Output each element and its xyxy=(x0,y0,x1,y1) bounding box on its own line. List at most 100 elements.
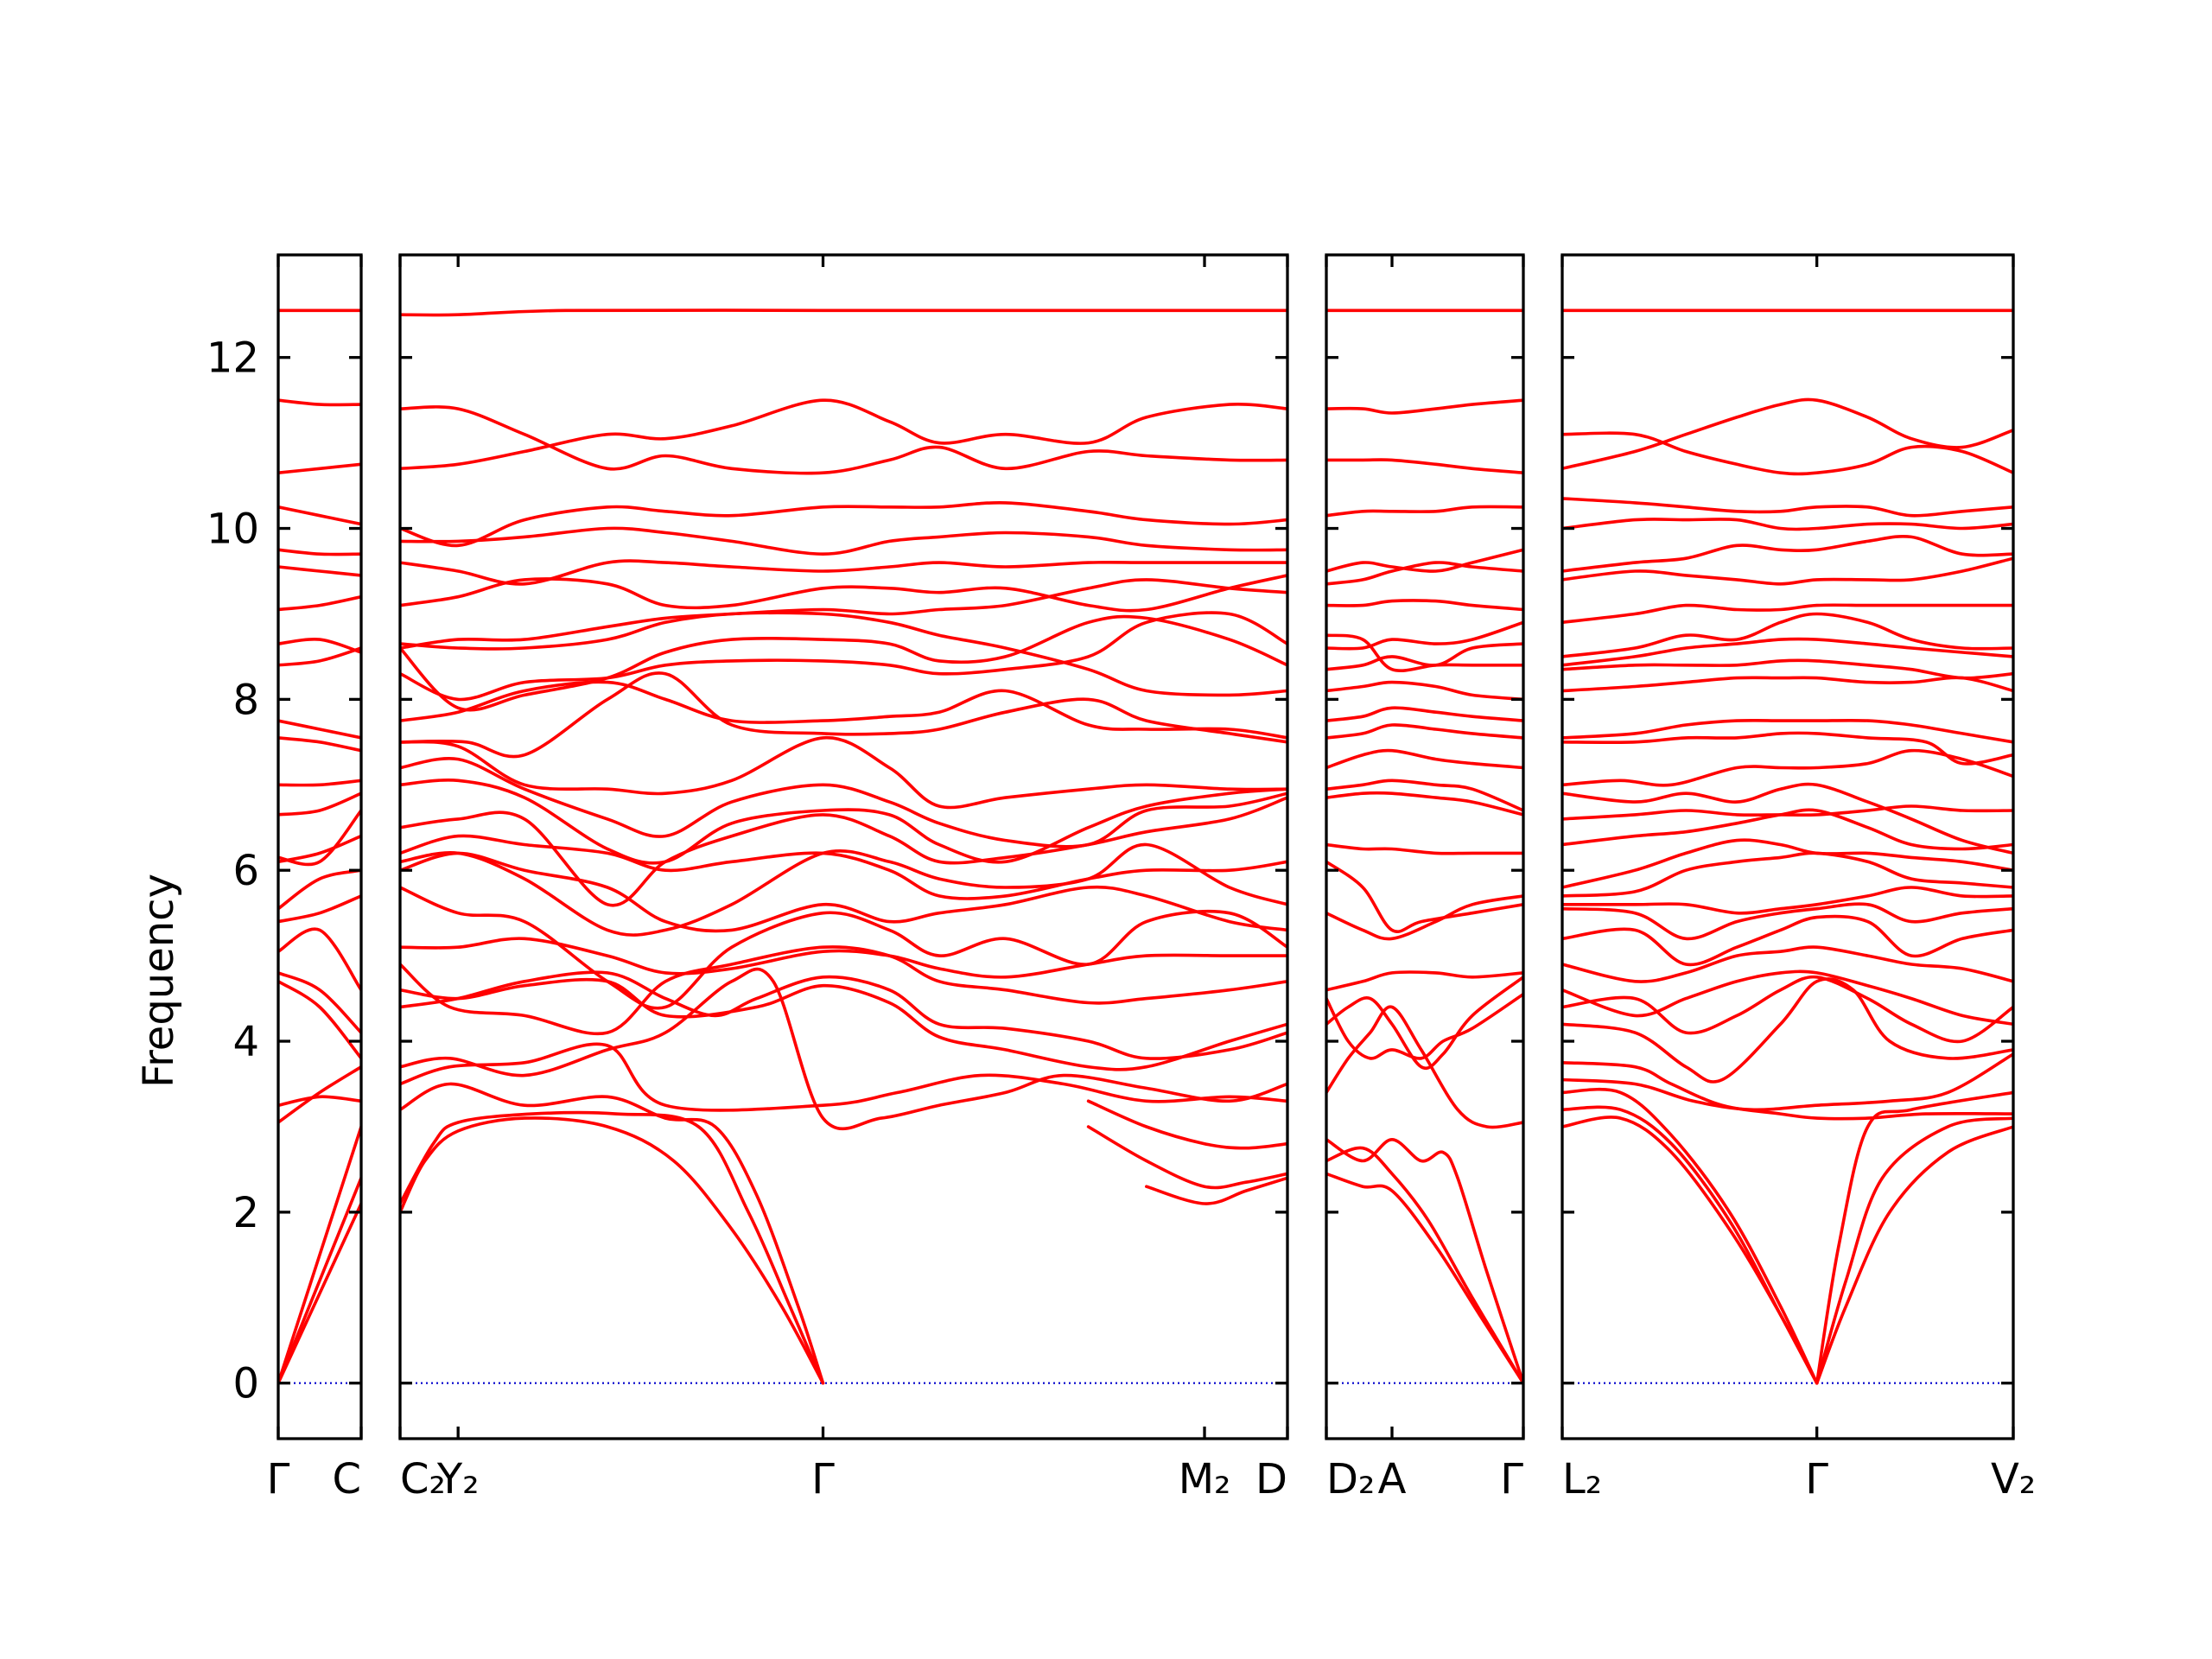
phonon-band-3 xyxy=(278,1125,361,1385)
phonon-band-27 xyxy=(400,501,1287,548)
phonon-band-21 xyxy=(1562,748,2013,787)
phonon-band-13 xyxy=(1326,748,1523,770)
phonon-band-28 xyxy=(400,398,1287,471)
x-tick-label: Γ xyxy=(267,1455,290,1503)
phonon-band-19 xyxy=(1562,804,2013,821)
axes-frame xyxy=(276,253,363,1440)
phonon-band-8 xyxy=(278,927,361,992)
phonon-band-22 xyxy=(1326,548,1523,573)
phonon-band-21 xyxy=(1326,561,1523,586)
phonon-band-19 xyxy=(1326,633,1523,672)
phonon-band-23 xyxy=(1562,718,2013,744)
phonon-band-5 xyxy=(1326,976,1523,1071)
phonon-band-11 xyxy=(278,834,361,864)
phonon-band-23 xyxy=(400,578,1287,650)
x-tick-label: Γ xyxy=(1805,1455,1828,1503)
phonon-band-9 xyxy=(1326,860,1523,933)
phonon-band-30 xyxy=(1562,535,2013,573)
axes-frame xyxy=(1325,253,1525,1440)
phonon-band-18 xyxy=(1326,620,1523,651)
phonon-band-4 xyxy=(278,1065,361,1124)
phonon-band-25 xyxy=(1562,658,2013,680)
phonon-band-22 xyxy=(278,505,361,526)
band-group xyxy=(278,308,361,1385)
phonon-band-10 xyxy=(1562,975,2013,1044)
phonon-band-8 xyxy=(1562,1061,2013,1121)
x-tick-label: D xyxy=(1255,1455,1287,1503)
phonon-band-16 xyxy=(1326,680,1523,702)
phonon-band-32 xyxy=(1086,1125,1287,1190)
axes-frame xyxy=(1560,253,2015,1440)
y-tick-label: 6 xyxy=(232,847,259,895)
phonon-band-5 xyxy=(1815,1116,2013,1385)
x-tick-label: D₂ xyxy=(1326,1455,1375,1503)
phonon-band-12 xyxy=(1326,779,1523,812)
phonon-band-29 xyxy=(400,405,1287,475)
y-tick-label: 12 xyxy=(207,334,259,383)
x-tick-label: A xyxy=(1378,1455,1407,1503)
phonon-band-24 xyxy=(1326,458,1523,474)
phonon-band-17 xyxy=(1562,838,2013,889)
phonon-band-11 xyxy=(400,851,1287,933)
phonon-band-11 xyxy=(1326,791,1523,817)
phonon-band-24 xyxy=(278,398,361,407)
phonon-band-32 xyxy=(1562,497,2013,518)
y-tick-label: 2 xyxy=(232,1189,259,1237)
x-tick-label: M₂ xyxy=(1179,1455,1231,1503)
panel-1: Γ C 0 2 4 6 8 10 12 xyxy=(207,253,363,1503)
phonon-band-33 xyxy=(1562,397,2013,471)
y-tick-label: 4 xyxy=(232,1018,259,1066)
phonon-band-20 xyxy=(278,565,361,577)
phonon-band-13 xyxy=(400,834,1287,900)
phonon-band-22 xyxy=(1562,731,2013,766)
phonon-band-33 xyxy=(1086,1099,1287,1150)
phonon-band-24 xyxy=(1562,676,2013,693)
phonon-band-9 xyxy=(400,937,1287,979)
phonon-band-2 xyxy=(1562,1105,1819,1385)
band-group xyxy=(400,308,1287,1385)
phonon-band-31 xyxy=(1562,518,2013,531)
phonon-band-9 xyxy=(278,894,361,924)
phonon-band-17 xyxy=(1326,642,1523,671)
x-tick-label: Γ xyxy=(1500,1455,1523,1503)
phonon-band-12 xyxy=(400,842,1287,937)
y-tick-label: 8 xyxy=(232,676,259,724)
phonon-band-23 xyxy=(1326,505,1523,518)
phonon-band-16 xyxy=(278,719,361,740)
phonon-band-25 xyxy=(1326,398,1523,415)
phonon-band-20 xyxy=(1562,782,2013,855)
phonon-band-3 xyxy=(400,1082,825,1385)
phonon-band-19 xyxy=(400,680,1287,740)
phonon-band-12 xyxy=(1562,945,2013,983)
panel-4: L₂ Γ V₂ xyxy=(1560,253,2036,1503)
phonon-band-19 xyxy=(278,594,361,612)
phonon-band-5 xyxy=(278,1095,361,1107)
phonon-band-2 xyxy=(1326,1146,1523,1385)
phonon-band-23 xyxy=(278,462,361,474)
phonon-band-18 xyxy=(1562,808,2013,851)
phonon-band-21 xyxy=(278,548,361,556)
phonon-band-6 xyxy=(1815,1090,2013,1385)
phonon-band-25 xyxy=(400,559,1287,586)
y-tick-label: 0 xyxy=(232,1360,259,1408)
phonon-band-20 xyxy=(1326,599,1523,612)
phonon-band-17 xyxy=(278,646,361,667)
phonon-band-28 xyxy=(1562,603,2013,625)
phonon-band-6 xyxy=(400,970,1287,1060)
band-group xyxy=(1562,308,2013,1385)
phonon-band-4 xyxy=(1815,1125,2013,1385)
panel-3: D₂ A Γ xyxy=(1325,253,1525,1503)
phonon-band-29 xyxy=(1562,556,2013,586)
phonon-band-13 xyxy=(1562,914,2013,967)
x-tick-label: Γ xyxy=(811,1455,835,1503)
phonon-band-15 xyxy=(400,779,1287,865)
phonon-band-1 xyxy=(1326,1172,1523,1385)
phonon-band-3 xyxy=(1562,1087,1819,1385)
phonon-band-4 xyxy=(400,1042,1287,1112)
phonon-band-6 xyxy=(1326,992,1523,1060)
phonon-band-7 xyxy=(400,977,1287,1071)
phonon-band-8 xyxy=(1326,894,1523,941)
phonon-band-7 xyxy=(1326,970,1523,992)
